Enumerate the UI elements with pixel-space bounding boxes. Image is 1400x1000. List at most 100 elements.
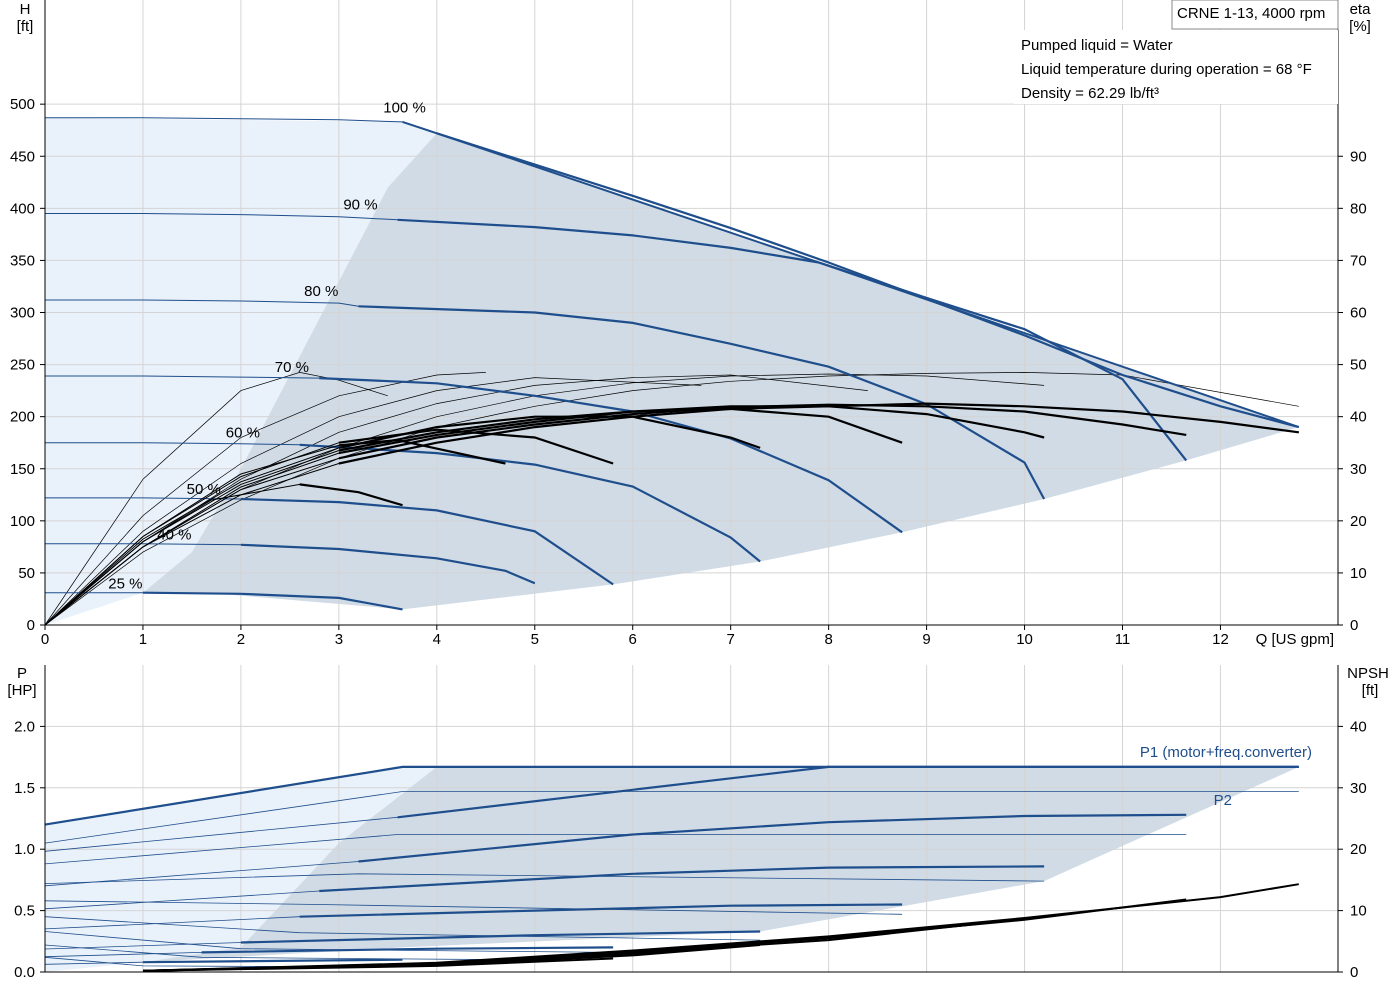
y-tick-label-4: 200 <box>10 409 35 426</box>
info-line-pumped-liquid: Pumped liquid = Water <box>1021 37 1173 54</box>
p1-curve-6 <box>201 946 614 954</box>
y-tick-label-1: 50 <box>18 565 35 582</box>
head-curve-2 <box>358 305 1046 500</box>
npsh-tick-label-3: 30 <box>1350 780 1367 797</box>
info-panel <box>1014 30 1338 104</box>
speed-label-2: 80 % <box>304 283 338 300</box>
x-tick-label-5: 5 <box>531 631 539 648</box>
head-curve-5 <box>240 497 614 586</box>
p-tick-label-0: 0.0 <box>14 964 35 981</box>
y-tick-label-9: 450 <box>10 148 35 165</box>
x-tick-label-0: 0 <box>41 631 49 648</box>
p1-curve-7 <box>142 958 403 964</box>
p2-curve-5 <box>44 931 614 953</box>
npsh-tick-label-1: 10 <box>1350 903 1367 920</box>
npsh-tick-label-0: 0 <box>1350 964 1358 981</box>
y-tick-label-10: 500 <box>10 96 35 113</box>
head-curve-6 <box>240 543 536 585</box>
x-tick-label-7: 7 <box>727 631 735 648</box>
x-tick-label-2: 2 <box>237 631 245 648</box>
p1-curve-1 <box>397 765 1299 819</box>
y-tick-label-7: 350 <box>10 252 35 269</box>
p2-curve-3 <box>44 900 903 915</box>
x-tick-label-1: 1 <box>139 631 147 648</box>
y-axis-label-line1: H <box>20 1 31 18</box>
p2-curve-0 <box>44 791 1299 844</box>
efficiency-curve-7 <box>299 483 403 507</box>
y-axis-label-line2: [ft] <box>17 18 34 35</box>
y-tick-label-6: 300 <box>10 305 35 322</box>
p1-curve-2 <box>358 813 1187 863</box>
y-tick-label-5: 250 <box>10 357 35 374</box>
head-curve-4 <box>299 443 761 563</box>
p1-curve-4 <box>299 903 903 918</box>
head-efficiency-chart: 100 %90 %80 %70 %60 %50 %40 %25 %0501001… <box>10 0 1371 648</box>
p-axis-label-line2: [HP] <box>7 682 36 699</box>
reference-efficiency-curve-1 <box>44 372 486 626</box>
p-tick-label-2: 1.0 <box>14 841 35 858</box>
y2-tick-label-8: 80 <box>1350 200 1367 217</box>
y2-tick-label-7: 70 <box>1350 252 1367 269</box>
p2-series-label: P2 <box>1214 792 1232 809</box>
y2-tick-label-5: 50 <box>1350 357 1367 374</box>
x-tick-label-9: 9 <box>922 631 930 648</box>
p-tick-label-4: 2.0 <box>14 718 35 735</box>
x-tick-label-11: 11 <box>1115 631 1131 648</box>
y-tick-label-2: 100 <box>10 513 35 530</box>
npsh-axis-label-line1: NPSH <box>1347 665 1389 682</box>
info-line-temperature: Liquid temperature during operation = 68… <box>1021 61 1312 78</box>
x-tick-label-3: 3 <box>335 631 343 648</box>
p-axis-label-line1: P <box>17 665 27 682</box>
speed-label-5: 50 % <box>187 481 221 498</box>
x-tick-label-4: 4 <box>433 631 441 648</box>
reference-efficiency-curve-0 <box>44 372 388 626</box>
power-npsh-chart: P1 (motor+freq.converter) P2 0.0 0.5 1.0 1.5 2… <box>7 665 1389 981</box>
y2-axis-label-line2: [%] <box>1349 18 1371 35</box>
y2-axis-label-line1: eta <box>1350 1 1372 18</box>
p2-curve-2 <box>44 873 1045 884</box>
speed-label-0: 100 % <box>383 100 426 117</box>
speed-label-4: 60 % <box>226 425 260 442</box>
p1-curve-5 <box>240 930 761 944</box>
y-tick-label-0: 0 <box>27 617 35 634</box>
y-tick-label-8: 400 <box>10 200 35 217</box>
speed-label-7: 25 % <box>108 576 142 593</box>
head-curve-7 <box>142 591 403 611</box>
npsh-tick-label-4: 40 <box>1350 718 1367 735</box>
efficiency-curve-5 <box>338 428 614 465</box>
y-tick-label-3: 150 <box>10 461 35 478</box>
p1-curve-3 <box>319 865 1045 893</box>
reference-efficiency-curve-2 <box>44 377 702 626</box>
efficiency-curve-2 <box>338 405 1045 455</box>
title-box <box>1171 0 1339 30</box>
x-tick-label-12: 12 <box>1212 631 1229 648</box>
x-tick-label-10: 10 <box>1016 631 1033 648</box>
npsh-curve-5 <box>142 957 614 972</box>
p-tick-label-1: 0.5 <box>14 903 35 920</box>
x-tick-label-8: 8 <box>824 631 832 648</box>
y2-tick-label-4: 40 <box>1350 409 1367 426</box>
y2-tick-label-2: 20 <box>1350 513 1367 530</box>
x-tick-label-6: 6 <box>629 631 637 648</box>
y2-tick-label-1: 10 <box>1350 565 1367 582</box>
p2-curve-4 <box>44 916 761 941</box>
npsh-tick-label-2: 20 <box>1350 841 1367 858</box>
reference-efficiency-curve-3 <box>44 374 868 626</box>
p1-series-label: P1 (motor+freq.converter) <box>1140 744 1312 761</box>
npsh-axis-label-line2: [ft] <box>1362 682 1379 699</box>
p-tick-label-3: 1.5 <box>14 780 35 797</box>
max-head-curve <box>402 120 1300 429</box>
efficiency-curve-6 <box>338 438 506 465</box>
efficiency-curve-3 <box>338 407 903 452</box>
operating-envelope <box>143 133 1299 610</box>
speed-label-6: 40 % <box>157 527 191 544</box>
y2-tick-label-9: 90 <box>1350 148 1367 165</box>
x-axis-label: Q [US gpm] <box>1256 631 1334 648</box>
y2-tick-label-6: 60 <box>1350 305 1367 322</box>
y2-tick-label-3: 30 <box>1350 461 1367 478</box>
speed-label-3: 70 % <box>275 359 309 376</box>
p2-curve-6 <box>44 944 506 961</box>
efficiency-curve-4 <box>338 415 761 449</box>
p2-curve-1 <box>44 834 1187 865</box>
